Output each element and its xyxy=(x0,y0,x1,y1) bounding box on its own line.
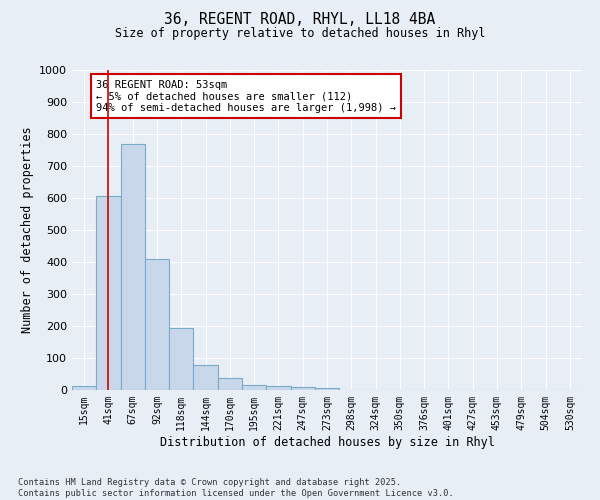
Text: Contains HM Land Registry data © Crown copyright and database right 2025.
Contai: Contains HM Land Registry data © Crown c… xyxy=(18,478,454,498)
Bar xyxy=(266,386,290,390)
Text: 36 REGENT ROAD: 53sqm
← 5% of detached houses are smaller (112)
94% of semi-deta: 36 REGENT ROAD: 53sqm ← 5% of detached h… xyxy=(96,80,396,113)
X-axis label: Distribution of detached houses by size in Rhyl: Distribution of detached houses by size … xyxy=(160,436,494,448)
Y-axis label: Number of detached properties: Number of detached properties xyxy=(20,126,34,334)
Bar xyxy=(121,144,145,390)
Bar xyxy=(145,259,169,390)
Bar xyxy=(96,196,121,390)
Bar xyxy=(218,378,242,390)
Bar xyxy=(193,365,218,390)
Bar xyxy=(242,385,266,390)
Bar xyxy=(169,328,193,390)
Text: 36, REGENT ROAD, RHYL, LL18 4BA: 36, REGENT ROAD, RHYL, LL18 4BA xyxy=(164,12,436,28)
Bar xyxy=(290,387,315,390)
Text: Size of property relative to detached houses in Rhyl: Size of property relative to detached ho… xyxy=(115,28,485,40)
Bar xyxy=(72,386,96,390)
Bar xyxy=(315,388,339,390)
